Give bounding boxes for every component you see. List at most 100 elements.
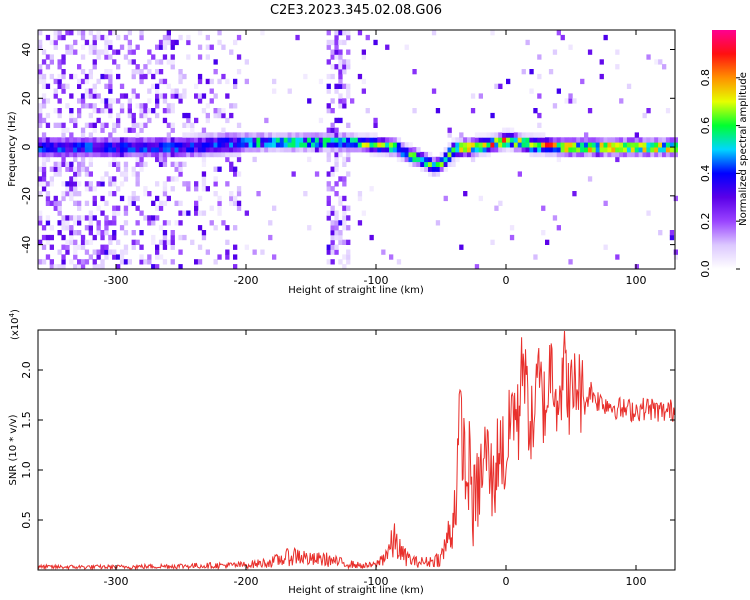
spectrogram-cell: [88, 69, 93, 75]
spectrogram-cell: [45, 34, 51, 41]
spectrogram-cell: [170, 244, 175, 250]
spectrogram-cell: [80, 142, 86, 148]
spectrogram-cell: [108, 30, 113, 36]
spectrogram-cell: [330, 49, 335, 55]
spectrogram-cell: [357, 132, 363, 138]
spectrogram-cell: [155, 215, 160, 221]
spectrogram-cell: [41, 186, 47, 192]
colorbar-tick-label: 0.2: [699, 212, 712, 230]
spectrogram-cell: [353, 142, 359, 148]
spectrogram-cell: [73, 230, 78, 236]
spectrogram-cell: [127, 200, 132, 206]
spectrogram-cell: [182, 88, 187, 94]
spectrogram-cell: [88, 30, 93, 36]
spectrogram-cell: [104, 137, 109, 143]
spectrogram-cell: [88, 210, 93, 216]
spectrogram-cell: [139, 78, 144, 85]
spectrogram-cell: [334, 234, 339, 241]
spectrogram-cell: [233, 132, 238, 138]
spectrogram-cell: [65, 103, 70, 109]
spectrogram-cell: [182, 132, 187, 138]
spectrogram-cell: [568, 142, 573, 148]
spectrogram-cell: [92, 39, 97, 46]
spectrogram-cell: [572, 98, 577, 104]
spectrogram-cell: [346, 151, 351, 158]
spectrogram-cell: [174, 142, 179, 148]
spectrogram-cell: [342, 64, 347, 70]
spectrogram-cell: [326, 210, 331, 216]
spectrogram-cell: [158, 151, 164, 158]
spectrogram-cell: [123, 151, 129, 158]
spectrogram-cell: [260, 147, 265, 153]
spectrogram-cell: [330, 171, 335, 177]
spectrogram-cell: [556, 88, 561, 94]
spectrogram-cell: [314, 147, 320, 153]
spectrogram-cell: [57, 83, 62, 89]
spectrogram-cell: [334, 44, 339, 50]
spectrogram-cell: [158, 239, 164, 245]
spectrogram-cell: [233, 225, 238, 231]
spectrogram-cell: [654, 59, 659, 65]
spectrogram-cell: [470, 93, 476, 99]
spectrogram-cell: [92, 142, 97, 148]
spectrogram-cell: [435, 171, 441, 177]
spectrogram-cell: [116, 117, 121, 124]
spectrogram-cell: [147, 254, 152, 260]
spectrogram-cell: [38, 122, 43, 128]
spectrogram-cell: [197, 137, 203, 143]
spectrogram-cell: [104, 151, 109, 158]
spectrogram-cell: [244, 147, 249, 153]
spectrogram-cell: [365, 34, 370, 41]
spectrogram-cell: [155, 103, 160, 109]
spectrogram-cell: [116, 49, 121, 55]
spectrogram-cell: [174, 93, 179, 99]
spectrogram-cell: [209, 132, 214, 138]
spectrogram-cell: [342, 132, 347, 138]
spectrogram-cell: [151, 264, 156, 270]
spectrogram-cell: [73, 171, 78, 177]
spectrogram-cell: [158, 142, 164, 148]
spectrogram-cell: [135, 93, 140, 99]
spectrogram-cell: [630, 137, 636, 143]
spectrogram-cell: [143, 73, 148, 80]
spectrogram-cell: [123, 166, 129, 172]
spectrogram-cell: [186, 122, 191, 128]
spectrogram-cell: [131, 122, 136, 128]
spectrogram-cell: [338, 200, 343, 206]
spectrogram-cell: [545, 239, 550, 245]
spectrogram-cell: [229, 103, 234, 109]
spectrogram-cell: [116, 64, 121, 70]
spectrogram-cell: [642, 147, 647, 153]
spectrogram-cell: [634, 264, 639, 270]
spectrogram-cell: [502, 127, 507, 133]
spectrogram-cell: [615, 49, 620, 55]
spectrogram-cell: [182, 161, 187, 167]
spectrogram-cell: [233, 171, 238, 177]
spectrogram-cell: [396, 142, 402, 148]
spectrogram-cell: [69, 132, 74, 138]
spectrogram-cell: [361, 137, 366, 143]
spectrogram-cell: [96, 254, 101, 260]
spectrogram-cell: [201, 142, 207, 148]
spectrogram-cell: [131, 195, 136, 202]
spectrogram-cell: [244, 78, 249, 85]
spectrogram-cell: [295, 147, 300, 153]
spectrogram-cell: [49, 147, 54, 153]
spectrogram-cell: [342, 205, 347, 211]
spectrogram-cell: [92, 200, 97, 206]
spectrogram-cell: [127, 30, 132, 36]
spectrogram-cell: [490, 147, 495, 153]
spectrogram-cell: [498, 147, 503, 153]
spectrogram-cell: [330, 230, 335, 236]
spectrogram-cell: [498, 137, 503, 143]
spectrogram-cell: [225, 181, 230, 187]
spectrogram-cell: [548, 69, 554, 75]
spectrogram-cell: [611, 147, 616, 153]
spectrogram-cell: [240, 137, 246, 143]
spectrogram-cell: [123, 176, 129, 182]
spectrogram-cell: [307, 142, 312, 148]
spectrogram-cell: [365, 147, 370, 153]
spectrogram-cell: [104, 147, 109, 153]
spectrogram-cell: [525, 39, 530, 46]
spectrogram-cell: [412, 161, 417, 167]
